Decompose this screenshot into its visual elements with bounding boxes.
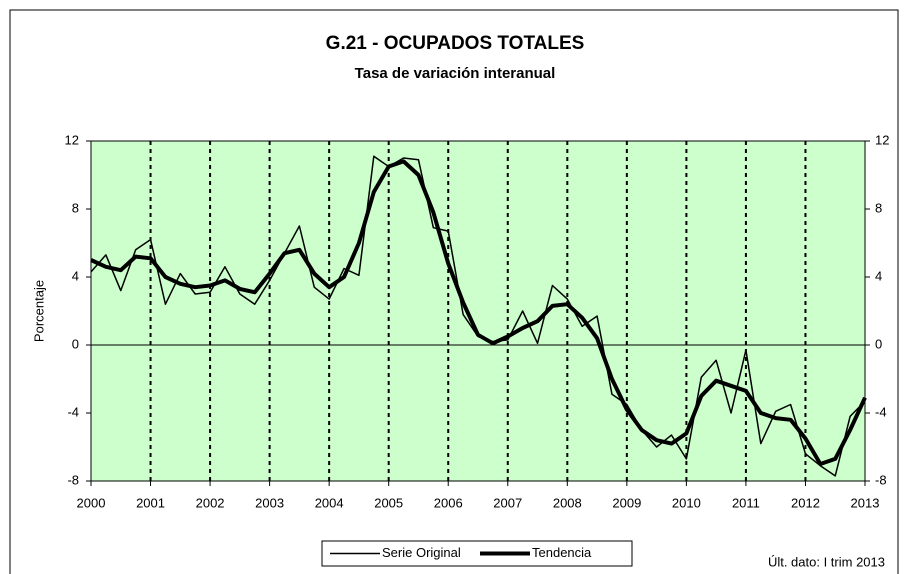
chart-subtitle: Tasa de variación interanual (355, 65, 556, 82)
x-tick-label: 2010 (672, 495, 701, 510)
x-tick-label: 2001 (136, 495, 165, 510)
x-tick-label: 2005 (374, 495, 403, 510)
x-tick-label: 2008 (553, 495, 582, 510)
y-tick-label: -4 (67, 404, 79, 419)
y-axis-label: Porcentaje (31, 280, 46, 342)
y-tick-label: -8 (67, 472, 79, 487)
y2-tick-label: 0 (875, 336, 882, 351)
y2-tick-label: -4 (875, 404, 887, 419)
legend-label: Tendencia (532, 545, 592, 560)
x-tick-label: 2012 (791, 495, 820, 510)
y2-tick-label: -8 (875, 472, 887, 487)
y2-tick-label: 8 (875, 200, 882, 215)
plot-area (90, 140, 866, 482)
y-tick-label: 0 (72, 336, 79, 351)
x-tick-label: 2002 (196, 495, 225, 510)
series-line (90, 159, 867, 466)
x-tick-label: 2006 (434, 495, 463, 510)
note: Últ. dato: I trim 2013 (768, 554, 885, 569)
y-tick-label: 12 (65, 132, 79, 147)
y-tick-label: 4 (72, 268, 79, 283)
x-tick-label: 2003 (255, 495, 284, 510)
x-tick-label: 2000 (77, 495, 106, 510)
x-tick-label: 2011 (732, 495, 760, 510)
x-tick-label: 2009 (612, 495, 641, 510)
y-tick-label: 8 (72, 200, 79, 215)
legend-label: Serie Original (382, 545, 461, 560)
x-tick-label: 2004 (315, 495, 344, 510)
y2-tick-label: 12 (875, 132, 889, 147)
x-tick-label: 2007 (493, 495, 522, 510)
y2-tick-label: 4 (875, 268, 882, 283)
x-tick-label: 2013 (851, 495, 880, 510)
chart-title: G.21 - OCUPADOS TOTALES (326, 33, 585, 54)
